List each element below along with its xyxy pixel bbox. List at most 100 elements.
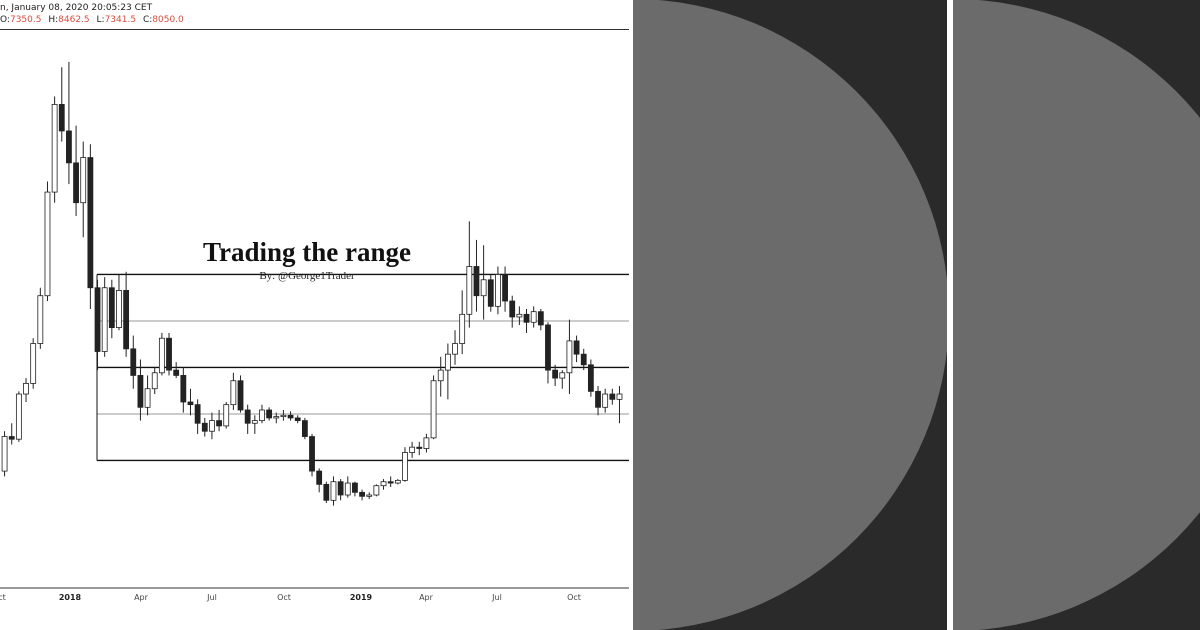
- candle: [452, 330, 458, 365]
- candle: [23, 378, 29, 402]
- candle: [94, 279, 101, 371]
- candle-body: [266, 409, 273, 419]
- candle-body: [452, 343, 458, 355]
- candle: [15, 391, 22, 442]
- candle-body: [344, 482, 351, 496]
- candle: [58, 67, 65, 142]
- candle-body: [237, 380, 244, 411]
- candle-body: [423, 437, 430, 449]
- candle-body: [366, 494, 373, 497]
- candle: [530, 306, 537, 328]
- candle: [430, 375, 437, 440]
- candle-body: [616, 393, 623, 400]
- candle-body: [473, 266, 480, 297]
- candle-body: [73, 162, 79, 204]
- chart-title: Trading the range: [203, 237, 411, 267]
- candle-body: [444, 353, 451, 371]
- candle: [230, 372, 237, 410]
- x-tick-label: Jul: [491, 593, 502, 602]
- candle-body: [359, 491, 365, 497]
- candle-body: [244, 409, 251, 424]
- candle: [580, 348, 587, 371]
- candle-body: [301, 420, 308, 437]
- candle: [130, 335, 137, 389]
- open-value: 7350.5: [9, 15, 42, 25]
- candle-body: [87, 157, 94, 289]
- candle-body: [173, 369, 180, 376]
- candle: [30, 338, 37, 389]
- candle-body: [94, 287, 101, 352]
- candle: [545, 322, 551, 384]
- candle-body: [144, 388, 151, 408]
- candle: [294, 415, 301, 424]
- header-datetime: n, January 08, 2020 20:05:23 CET: [0, 3, 153, 13]
- candle: [459, 290, 466, 355]
- candle-body: [187, 401, 194, 406]
- candle-body: [530, 311, 537, 323]
- candle: [495, 266, 501, 315]
- candle: [51, 96, 58, 203]
- candle: [323, 481, 330, 503]
- x-tick-label: 2019: [350, 593, 373, 602]
- candle: [502, 266, 508, 312]
- candle: [373, 484, 380, 497]
- candle: [352, 481, 358, 497]
- candle-body: [537, 311, 544, 326]
- close-key: C:: [142, 15, 153, 25]
- candle-body: [502, 274, 508, 302]
- candle: [280, 409, 287, 421]
- x-tick-label: Jul: [206, 593, 217, 602]
- candle: [158, 332, 165, 376]
- candle: [480, 245, 487, 320]
- candle: [516, 306, 523, 325]
- candle: [437, 356, 444, 397]
- candle: [523, 309, 530, 333]
- candle: [266, 407, 273, 421]
- candle: [180, 367, 187, 413]
- x-axis-ticks: ct 2018 Apr Jul Oct 2019 Apr Jul Oct: [0, 593, 581, 602]
- candle-body: [595, 390, 601, 408]
- candle: [402, 447, 408, 482]
- candle: [344, 476, 351, 498]
- candle-body: [402, 452, 408, 481]
- low-key: L:: [96, 15, 105, 25]
- candle: [602, 388, 609, 413]
- x-tick-label: Oct: [567, 593, 581, 602]
- candle-body: [280, 414, 287, 418]
- candle-body: [480, 279, 487, 297]
- candle-body: [309, 436, 315, 472]
- candle: [201, 417, 208, 437]
- candle: [144, 375, 151, 416]
- candle-body: [352, 482, 358, 493]
- candle: [137, 359, 144, 421]
- candle: [1, 431, 8, 477]
- candles: [1, 61, 623, 506]
- candle: [587, 359, 594, 397]
- candle: [537, 309, 544, 331]
- panel-divider: [629, 0, 635, 630]
- candle: [273, 412, 280, 424]
- candle-body: [323, 483, 330, 501]
- candle: [466, 221, 473, 328]
- candle: [151, 367, 158, 395]
- ohlc-header: n, January 08, 2020 20:05:23 CET O:7350.…: [0, 2, 188, 26]
- candle-body: [158, 337, 165, 374]
- candle-body: [409, 446, 416, 453]
- candle-body: [251, 420, 258, 424]
- high-key: H:: [48, 15, 59, 25]
- candle: [309, 433, 315, 477]
- candle: [108, 279, 115, 339]
- candle-body: [287, 414, 294, 419]
- candle: [194, 399, 201, 434]
- candle-body: [66, 130, 72, 164]
- candle-body: [559, 372, 566, 379]
- candle: [359, 489, 365, 501]
- candle: [595, 386, 601, 416]
- candle-body: [273, 416, 280, 419]
- candle-body: [437, 369, 444, 382]
- candle-body: [516, 313, 523, 318]
- x-tick-label: Oct: [277, 593, 291, 602]
- candle-body: [580, 353, 587, 366]
- candle-body: [609, 393, 616, 400]
- candle: [609, 388, 616, 405]
